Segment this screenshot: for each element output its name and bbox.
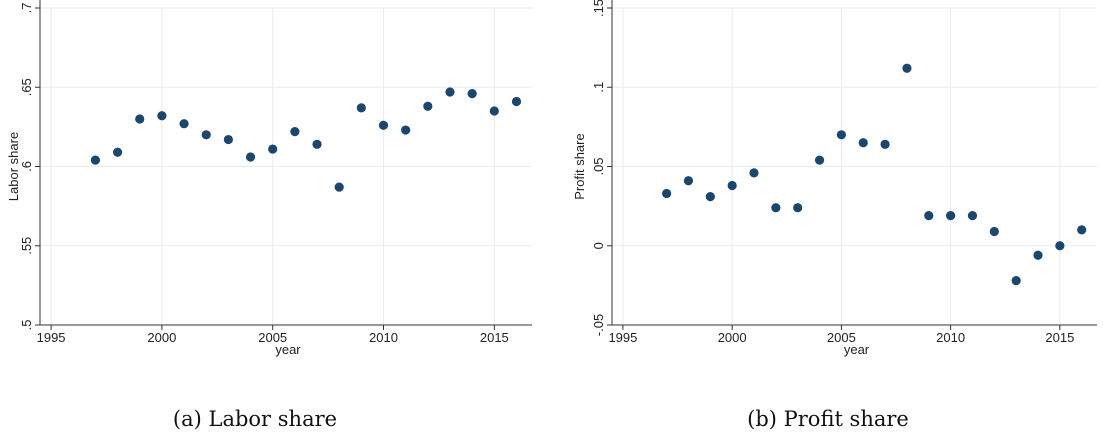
profit-share-point-2003: [793, 203, 803, 213]
labor-share-point-2014: [467, 88, 477, 99]
profit-share-y-axis-title: Profit share: [572, 133, 587, 199]
labor-share-point-2000: [157, 111, 167, 121]
labor-share-point-1999: [135, 114, 145, 124]
labor-share-xtick-label-2: 2005: [258, 330, 287, 345]
profit-share-xtick-label-1: 2000: [718, 330, 747, 345]
profit-share-point-2010: [946, 211, 956, 221]
labor-share-xtick-label-0: 1995: [37, 330, 66, 345]
profit-share-point-1998: [683, 176, 694, 186]
profit-share-point-1997: [662, 188, 672, 199]
profit-share-point-2009: [924, 211, 934, 221]
profit-share-xtick-label-4: 2015: [1045, 330, 1074, 345]
labor-share-y-axis-title: Labor share: [6, 132, 21, 201]
profit-share-panel: -.05 0 .05 .1 .15 1995 2000 2005 2010 2015 year Pro…: [572, 0, 1097, 357]
labor-share-point-2007: [312, 139, 322, 149]
profit-share-x-axis-title: year: [844, 342, 870, 357]
labor-share-ytick-label-2: .6: [19, 161, 34, 172]
profit-share-ytick-label-2: .05: [591, 157, 606, 175]
labor-share-x-axis-title: year: [275, 342, 301, 357]
labor-share-panel: .5 .55 .6 .65 .7 1995 2000 2005 2010 2015 year Labo…: [6, 0, 532, 357]
labor-share-point-2005: [268, 144, 278, 154]
labor-share-point-2002: [201, 130, 211, 140]
labor-share-xtick-label-3: 2010: [369, 330, 398, 345]
profit-share-point-1999: [705, 192, 715, 202]
profit-share-point-2015: [1055, 241, 1065, 251]
profit-share-point-2011: [967, 211, 978, 221]
profit-share-point-2006: [858, 138, 868, 148]
labor-share-point-1998: [112, 147, 123, 157]
profit-share-point-2000: [727, 180, 737, 191]
profit-share-point-2014: [1033, 250, 1043, 260]
profit-share-point-2001: [749, 168, 759, 178]
profit-share-point-2005: [836, 130, 846, 140]
profit-share-ytick-label-0: -.05: [591, 314, 606, 336]
labor-share-xtick-label-1: 2000: [147, 330, 176, 345]
labor-share-point-2013: [445, 87, 455, 97]
labor-share-point-2012: [423, 101, 433, 111]
labor-share-point-2006: [290, 127, 300, 137]
profit-share-point-2004: [814, 155, 825, 165]
labor-share-ytick-label-1: .55: [19, 237, 34, 255]
labor-share-point-2009: [356, 103, 366, 113]
profit-share-point-2013: [1011, 276, 1021, 286]
labor-share-point-2003: [223, 134, 233, 145]
labor-share-ytick-label-4: .7: [19, 3, 34, 14]
labor-share-xtick-label-4: 2015: [480, 330, 509, 345]
labor-share-point-1997: [90, 155, 101, 165]
labor-share-point-2001: [179, 119, 189, 129]
labor-share-point-2011: [401, 125, 411, 135]
profit-share-xtick-label-3: 2010: [936, 330, 965, 345]
profit-share-caption: (b) Profit share: [747, 407, 909, 431]
labor-share-point-2010: [378, 120, 389, 130]
labor-share-ytick-label-3: .65: [19, 78, 34, 96]
profit-share-point-2002: [771, 203, 781, 213]
labor-share-point-2016: [511, 96, 522, 107]
profit-share-point-2012: [989, 226, 999, 237]
profit-share-xtick-label-2: 2005: [827, 330, 856, 345]
profit-share-point-2016: [1077, 225, 1087, 235]
labor-share-point-2008: [334, 182, 344, 192]
profit-share-ytick-label-4: .15: [591, 0, 606, 17]
profit-share-point-2008: [902, 63, 912, 73]
profit-share-point-2007: [880, 139, 890, 149]
profit-share-xtick-label-0: 1995: [608, 330, 637, 345]
labor-share-caption: (a) Labor share: [173, 407, 337, 431]
labor-share-point-2015: [489, 106, 499, 116]
labor-share-point-2004: [245, 152, 256, 162]
profit-share-ytick-label-1: 0: [591, 242, 606, 249]
labor-share-ytick-label-0: .5: [19, 320, 34, 331]
profit-share-ytick-label-3: .1: [591, 82, 606, 93]
